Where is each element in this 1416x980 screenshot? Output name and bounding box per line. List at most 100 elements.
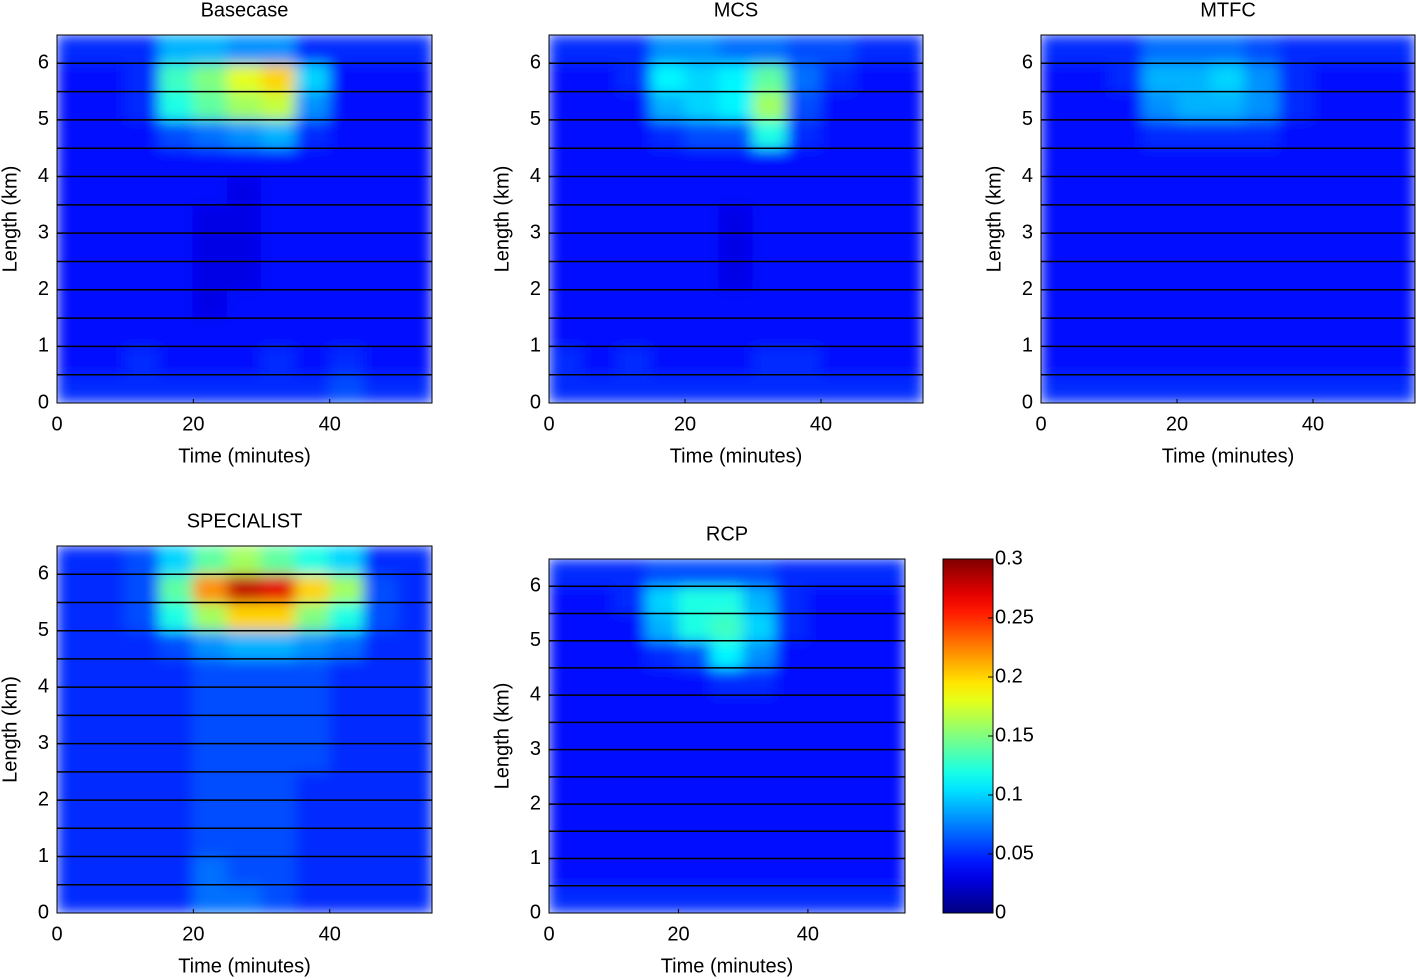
y-tick-label: 2 bbox=[1022, 278, 1033, 300]
heat-cell bbox=[1278, 62, 1314, 93]
heat-cell bbox=[57, 546, 92, 575]
heat-cell bbox=[192, 573, 228, 603]
heat-cell bbox=[329, 317, 365, 347]
heat-cell bbox=[192, 884, 228, 913]
heat-cell bbox=[549, 612, 582, 642]
heat-cell bbox=[295, 62, 331, 93]
heat-cell bbox=[226, 686, 263, 716]
heat-cell bbox=[677, 612, 712, 642]
heat-cell bbox=[397, 232, 432, 262]
heat-cell bbox=[613, 776, 647, 805]
heat-cell bbox=[684, 260, 720, 291]
heat-cell bbox=[397, 119, 432, 149]
heat-cell bbox=[57, 799, 92, 829]
heat-cell bbox=[1041, 91, 1076, 121]
colorbar-tick-label: 0.15 bbox=[995, 724, 1034, 746]
heat-cell bbox=[786, 176, 822, 206]
y-tick-label: 4 bbox=[530, 683, 541, 705]
heatmap-cells bbox=[1041, 35, 1415, 403]
heat-cell bbox=[295, 771, 331, 801]
heat-cell bbox=[684, 62, 720, 93]
heat-cell bbox=[329, 686, 365, 716]
heat-cell bbox=[549, 694, 582, 723]
heat-cell bbox=[192, 147, 228, 178]
heat-cell bbox=[363, 91, 399, 121]
heat-cell bbox=[192, 799, 228, 829]
heat-cell bbox=[397, 884, 432, 913]
heat-cell bbox=[363, 176, 399, 206]
heat-cell bbox=[854, 204, 890, 234]
heat-cell bbox=[226, 289, 263, 319]
heat-cell bbox=[888, 176, 923, 206]
heat-cell bbox=[1244, 317, 1280, 347]
heat-cell bbox=[329, 827, 365, 858]
heat-cell bbox=[90, 91, 126, 121]
heat-cell bbox=[1108, 91, 1144, 121]
heat-cell bbox=[1244, 204, 1280, 234]
y-tick-label: 1 bbox=[530, 335, 541, 357]
heat-cell bbox=[1176, 35, 1212, 64]
heat-cell bbox=[820, 147, 856, 178]
y-tick-label: 4 bbox=[38, 165, 49, 187]
heat-cell bbox=[329, 176, 365, 206]
heat-cell bbox=[90, 601, 126, 632]
heat-cell bbox=[57, 147, 92, 178]
heat-cell bbox=[807, 776, 841, 805]
heat-cell bbox=[295, 856, 331, 886]
heat-cell bbox=[752, 119, 788, 149]
heat-cell bbox=[752, 232, 788, 262]
heat-cell bbox=[1142, 147, 1178, 178]
heat-cell bbox=[397, 91, 432, 121]
heat-cell bbox=[752, 91, 788, 121]
heat-cell bbox=[888, 289, 923, 319]
heat-cell bbox=[329, 714, 365, 745]
heat-cell bbox=[329, 546, 365, 575]
heat-cell bbox=[363, 884, 399, 913]
heat-cell bbox=[1041, 232, 1076, 262]
heat-cell bbox=[363, 573, 399, 603]
heat-cell bbox=[718, 119, 754, 149]
heat-cell bbox=[872, 667, 905, 696]
heat-cell bbox=[820, 62, 856, 93]
heat-cell bbox=[57, 601, 92, 632]
heat-cell bbox=[1041, 289, 1076, 319]
heat-cell bbox=[57, 573, 92, 603]
heat-cell bbox=[582, 176, 618, 206]
heat-cell bbox=[1108, 147, 1144, 178]
y-tick-label: 5 bbox=[530, 108, 541, 130]
heat-cell bbox=[158, 827, 194, 858]
heat-cell bbox=[718, 62, 754, 93]
heat-cell bbox=[261, 743, 297, 773]
heat-cell bbox=[1244, 374, 1280, 403]
heat-cell bbox=[839, 803, 874, 832]
heat-cell bbox=[616, 91, 652, 121]
heat-cell bbox=[363, 232, 399, 262]
heat-cell bbox=[684, 232, 720, 262]
heat-cell bbox=[1041, 317, 1076, 347]
heat-cell bbox=[1041, 204, 1076, 234]
heat-cell bbox=[1210, 91, 1246, 121]
x-tick-label: 0 bbox=[51, 413, 62, 435]
heat-cell bbox=[718, 147, 754, 178]
heat-cell bbox=[645, 559, 679, 587]
heat-cell bbox=[1176, 345, 1212, 376]
heat-cell bbox=[888, 317, 923, 347]
heat-cell bbox=[742, 559, 777, 587]
heat-cell bbox=[397, 743, 432, 773]
heat-cell bbox=[1312, 176, 1348, 206]
heat-cell bbox=[57, 317, 92, 347]
heat-cell bbox=[1176, 147, 1212, 178]
heat-cell bbox=[1074, 374, 1110, 403]
y-tick-label: 6 bbox=[530, 52, 541, 74]
heat-cell bbox=[677, 667, 712, 696]
heat-cell bbox=[124, 35, 160, 64]
heat-cell bbox=[580, 694, 615, 723]
heat-cell bbox=[90, 62, 126, 93]
heat-cell bbox=[1142, 119, 1178, 149]
heat-cell bbox=[226, 827, 263, 858]
heat-cell bbox=[1380, 317, 1415, 347]
heat-cell bbox=[839, 776, 874, 805]
heat-cell bbox=[645, 776, 679, 805]
heat-cell bbox=[1074, 260, 1110, 291]
heat-cell bbox=[158, 799, 194, 829]
